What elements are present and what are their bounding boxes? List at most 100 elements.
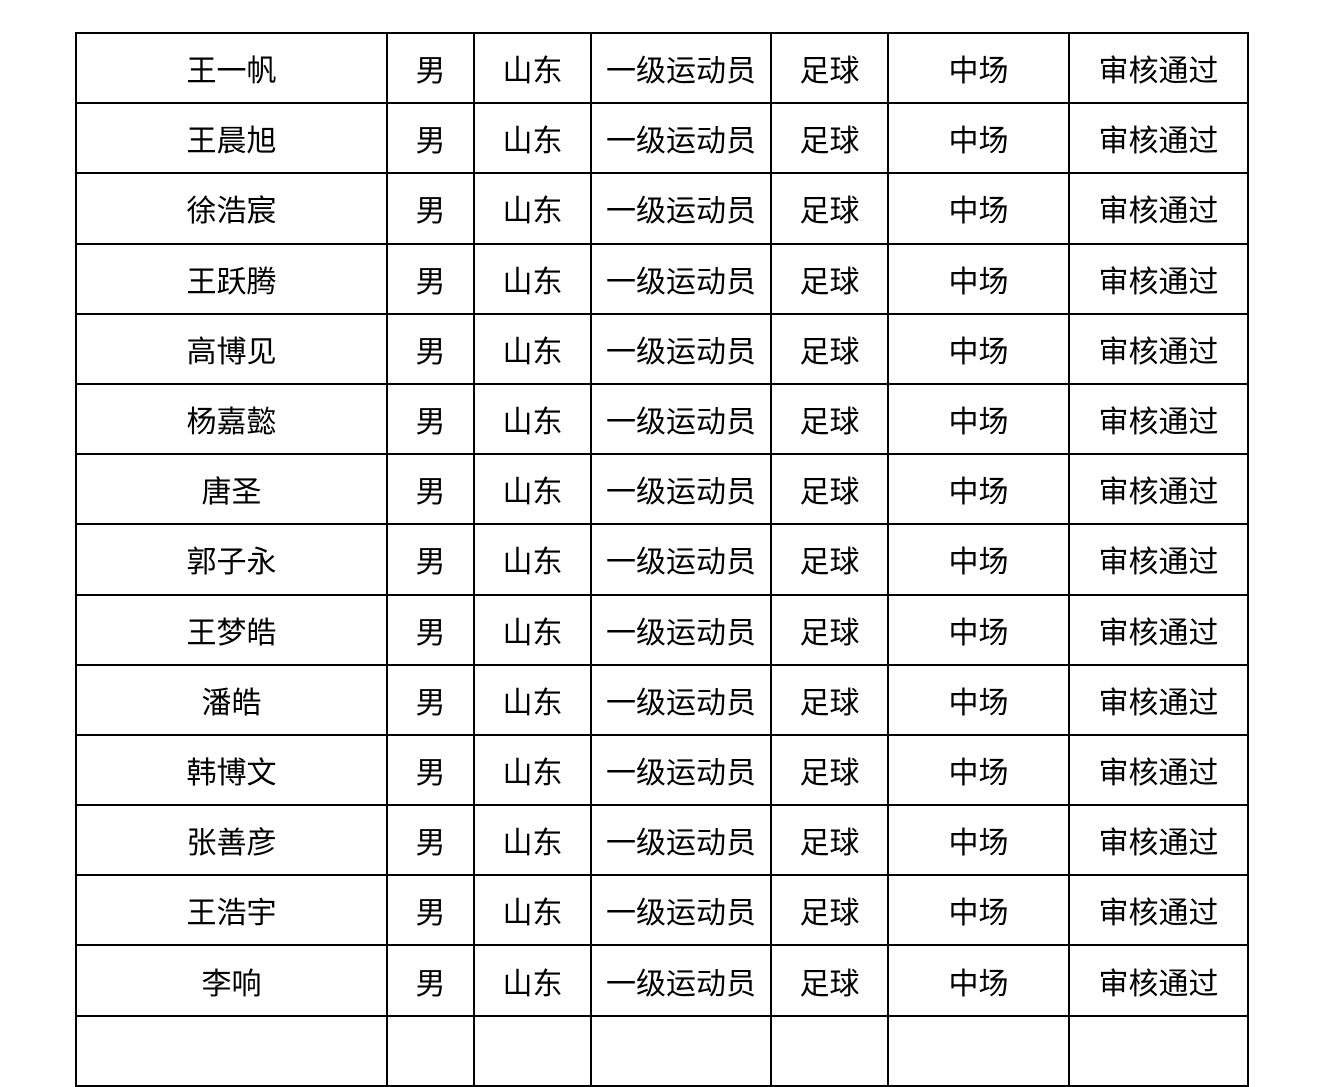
- table-row: 王浩宇 男 山东 一级运动员 足球 中场 审核通过: [75, 874, 1249, 947]
- cell-status: 审核通过: [1068, 172, 1249, 245]
- cell-region: 山东: [473, 663, 592, 736]
- cell-level: 一级运动员: [590, 733, 772, 807]
- table-row: 郭子永 男 山东 一级运动员 足球 中场 审核通过: [75, 523, 1249, 596]
- cell-gender: 男: [386, 172, 475, 245]
- table-row: 潘皓 男 山东 一级运动员 足球 中场 审核通过: [75, 663, 1249, 736]
- cell-gender: 男: [386, 804, 475, 877]
- cell-status: 审核通过: [1068, 312, 1249, 385]
- cell-sport: 足球: [770, 31, 889, 105]
- cell-gender: 男: [386, 874, 475, 947]
- cell-sport: 足球: [770, 102, 889, 175]
- table-row: 王一帆 男 山东 一级运动员 足球 中场 审核通过: [75, 31, 1249, 105]
- cell-gender: 男: [386, 31, 475, 105]
- cell-gender: 男: [386, 663, 475, 736]
- cell-region: 山东: [473, 312, 592, 385]
- cell-level: 一级运动员: [590, 453, 772, 526]
- cell-level: 一级运动员: [590, 172, 772, 245]
- cell-region: 山东: [473, 453, 592, 526]
- cell-region: 山东: [473, 733, 592, 807]
- cell-status: 审核通过: [1068, 382, 1249, 456]
- cell-status: 审核通过: [1068, 523, 1249, 596]
- table-row: 张善彦 男 山东 一级运动员 足球 中场 审核通过: [75, 804, 1249, 877]
- cell-status: 审核通过: [1068, 663, 1249, 736]
- cell-region: [473, 1014, 592, 1087]
- cell-gender: 男: [386, 102, 475, 175]
- cell-region: 山东: [473, 593, 592, 666]
- cell-name: [75, 1014, 388, 1087]
- athlete-table-grid: 王一帆 男 山东 一级运动员 足球 中场 审核通过 王晨旭 男 山东 一级运动员…: [75, 31, 1249, 1087]
- athlete-table: 王一帆 男 山东 一级运动员 足球 中场 审核通过 王晨旭 男 山东 一级运动员…: [75, 31, 1249, 1087]
- cell-name: 高博见: [75, 312, 388, 385]
- cell-region: 山东: [473, 172, 592, 245]
- cell-gender: 男: [386, 523, 475, 596]
- cell-gender: 男: [386, 593, 475, 666]
- cell-name: 王浩宇: [75, 874, 388, 947]
- cell-name: 韩博文: [75, 733, 388, 807]
- cell-sport: 足球: [770, 242, 889, 315]
- cell-region: 山东: [473, 382, 592, 456]
- cell-status: 审核通过: [1068, 453, 1249, 526]
- cell-region: 山东: [473, 523, 592, 596]
- cell-gender: 男: [386, 733, 475, 807]
- cell-gender: 男: [386, 453, 475, 526]
- cell-name: 郭子永: [75, 523, 388, 596]
- cell-sport: 足球: [770, 172, 889, 245]
- cell-level: 一级运动员: [590, 663, 772, 736]
- cell-position: 中场: [887, 733, 1070, 807]
- table-row: 杨嘉懿 男 山东 一级运动员 足球 中场 审核通过: [75, 382, 1249, 456]
- cell-position: 中场: [887, 102, 1070, 175]
- cell-name: 唐圣: [75, 453, 388, 526]
- cell-level: 一级运动员: [590, 523, 772, 596]
- cell-sport: 足球: [770, 733, 889, 807]
- table-row: 王晨旭 男 山东 一级运动员 足球 中场 审核通过: [75, 102, 1249, 175]
- cell-position: 中场: [887, 523, 1070, 596]
- cell-sport: 足球: [770, 944, 889, 1017]
- cell-position: 中场: [887, 453, 1070, 526]
- cell-level: 一级运动员: [590, 944, 772, 1017]
- cell-gender: 男: [386, 382, 475, 456]
- cell-sport: 足球: [770, 312, 889, 385]
- cell-name: 李响: [75, 944, 388, 1017]
- cell-position: 中场: [887, 944, 1070, 1017]
- cell-level: 一级运动员: [590, 593, 772, 666]
- cell-position: 中场: [887, 382, 1070, 456]
- cell-position: 中场: [887, 593, 1070, 666]
- cell-region: 山东: [473, 102, 592, 175]
- cell-level: 一级运动员: [590, 804, 772, 877]
- cell-name: 张善彦: [75, 804, 388, 877]
- cell-gender: 男: [386, 242, 475, 315]
- cell-sport: 足球: [770, 804, 889, 877]
- cell-region: 山东: [473, 874, 592, 947]
- cell-gender: 男: [386, 944, 475, 1017]
- cell-position: 中场: [887, 312, 1070, 385]
- cell-sport: [770, 1014, 889, 1087]
- table-row-partial: [75, 1014, 1249, 1087]
- cell-position: 中场: [887, 242, 1070, 315]
- cell-region: 山东: [473, 944, 592, 1017]
- cell-region: 山东: [473, 804, 592, 877]
- table-row: 高博见 男 山东 一级运动员 足球 中场 审核通过: [75, 312, 1249, 385]
- cell-level: 一级运动员: [590, 874, 772, 947]
- cell-sport: 足球: [770, 523, 889, 596]
- table-row: 唐圣 男 山东 一级运动员 足球 中场 审核通过: [75, 453, 1249, 526]
- cell-sport: 足球: [770, 663, 889, 736]
- cell-sport: 足球: [770, 453, 889, 526]
- table-row: 李响 男 山东 一级运动员 足球 中场 审核通过: [75, 944, 1249, 1017]
- cell-status: [1068, 1014, 1249, 1087]
- table-row: 王梦皓 男 山东 一级运动员 足球 中场 审核通过: [75, 593, 1249, 666]
- cell-name: 潘皓: [75, 663, 388, 736]
- cell-status: 审核通过: [1068, 102, 1249, 175]
- cell-sport: 足球: [770, 593, 889, 666]
- cell-name: 王梦皓: [75, 593, 388, 666]
- cell-sport: 足球: [770, 382, 889, 456]
- cell-level: 一级运动员: [590, 31, 772, 105]
- cell-position: [887, 1014, 1070, 1087]
- cell-sport: 足球: [770, 874, 889, 947]
- cell-name: 王一帆: [75, 31, 388, 105]
- cell-status: 审核通过: [1068, 944, 1249, 1017]
- cell-level: [590, 1014, 772, 1087]
- table-row: 王跃腾 男 山东 一级运动员 足球 中场 审核通过: [75, 242, 1249, 315]
- cell-position: 中场: [887, 31, 1070, 105]
- cell-status: 审核通过: [1068, 31, 1249, 105]
- cell-level: 一级运动员: [590, 312, 772, 385]
